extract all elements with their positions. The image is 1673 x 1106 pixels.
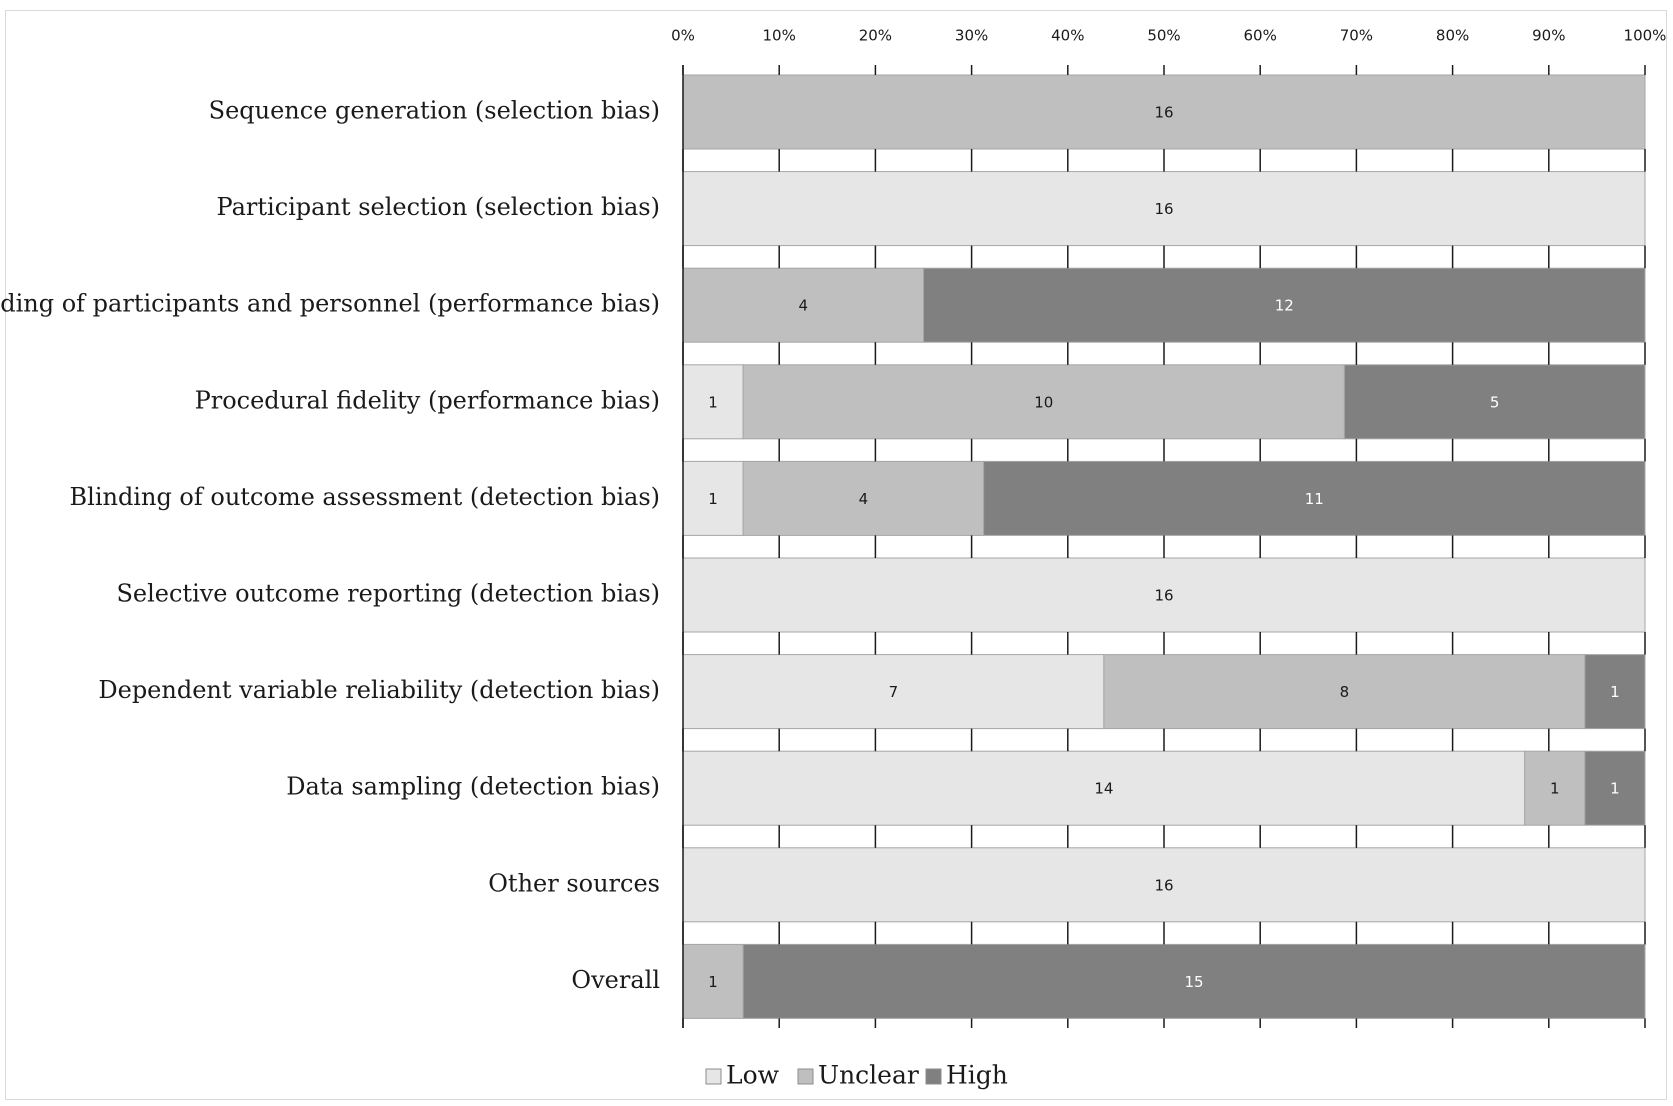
- data-label: 14: [1094, 780, 1113, 798]
- category-label: Blinding of outcome assessment (detectio…: [70, 483, 661, 511]
- legend-label-high: High: [946, 1061, 1008, 1090]
- category-labels: Sequence generation (selection bias) Part…: [0, 97, 660, 994]
- bar-segment-low: [682, 847, 1646, 923]
- x-tick-label: 40%: [1051, 27, 1084, 45]
- data-label: 12: [1275, 297, 1294, 315]
- x-tick-label: 10%: [763, 27, 796, 45]
- bar-segment-high: [1584, 654, 1646, 730]
- bar-segment-high: [923, 267, 1646, 343]
- bar-segment-unclear: [742, 364, 1345, 440]
- bar-segment-high: [1343, 364, 1646, 440]
- bar-segment-high: [742, 943, 1646, 1019]
- bar-segment-low: [682, 171, 1646, 247]
- data-label: 7: [889, 683, 899, 701]
- bar-segment-unclear: [682, 943, 744, 1019]
- bar-segment-unclear: [682, 267, 924, 343]
- x-axis: 0% 10% 20% 30% 40% 50% 60% 70% 80% 90% 100%: [671, 27, 1667, 1028]
- bar-segment-low: [682, 750, 1526, 826]
- category-label: Sequence generation (selection bias): [209, 97, 660, 125]
- data-label: 8: [1340, 683, 1350, 701]
- legend: Low Unclear High: [705, 1061, 1008, 1090]
- legend-swatch-high: [925, 1068, 942, 1085]
- category-label: Dependent variable reliability (detectio…: [98, 676, 660, 704]
- x-tick-label: 0%: [671, 27, 695, 45]
- data-label: 1: [1610, 683, 1620, 701]
- data-label: 11: [1305, 490, 1324, 508]
- x-tick-label: 100%: [1624, 27, 1667, 45]
- data-label: 16: [1154, 104, 1173, 122]
- x-tick-label: 50%: [1147, 27, 1180, 45]
- data-label: 15: [1185, 973, 1204, 991]
- bar-segment-unclear: [1103, 654, 1586, 730]
- data-label: 1: [1610, 780, 1620, 798]
- x-tick-label: 90%: [1532, 27, 1565, 45]
- legend-swatch-low: [705, 1068, 722, 1085]
- data-label: 1: [708, 490, 718, 508]
- bar-segment-unclear: [682, 74, 1646, 150]
- legend-swatch-unclear: [797, 1068, 814, 1085]
- data-label: 1: [708, 393, 718, 411]
- category-label: Data sampling (detection bias): [286, 773, 660, 801]
- category-label: Blinding of participants and personnel (…: [0, 290, 660, 318]
- x-tick-label: 20%: [859, 27, 892, 45]
- bar-segment-unclear: [1524, 750, 1586, 826]
- x-tick-label: 30%: [955, 27, 988, 45]
- category-label: Procedural fidelity (performance bias): [195, 386, 660, 414]
- data-label: 10: [1034, 393, 1053, 411]
- data-label: 5: [1490, 393, 1500, 411]
- category-label: Selective outcome reporting (detection b…: [116, 580, 660, 608]
- data-label: 1: [1550, 780, 1560, 798]
- bar-segment-low: [682, 654, 1105, 730]
- bar-segment-low: [682, 557, 1646, 633]
- data-label: 1: [708, 973, 718, 991]
- data-label: 16: [1154, 200, 1173, 218]
- bar-segment-high: [1584, 750, 1646, 826]
- category-label: Participant selection (selection bias): [217, 193, 660, 221]
- bar-segment-high: [983, 460, 1646, 536]
- legend-label-unclear: Unclear: [818, 1061, 919, 1090]
- data-label: 4: [859, 490, 869, 508]
- data-label: 16: [1154, 876, 1173, 894]
- category-label: Overall: [571, 966, 660, 994]
- legend-label-low: Low: [726, 1061, 780, 1090]
- data-label: 4: [798, 297, 808, 315]
- x-tick-label: 60%: [1244, 27, 1277, 45]
- x-tick-label: 80%: [1436, 27, 1469, 45]
- x-tick-label: 70%: [1340, 27, 1373, 45]
- category-label: Other sources: [488, 869, 660, 897]
- data-label: 16: [1154, 587, 1173, 605]
